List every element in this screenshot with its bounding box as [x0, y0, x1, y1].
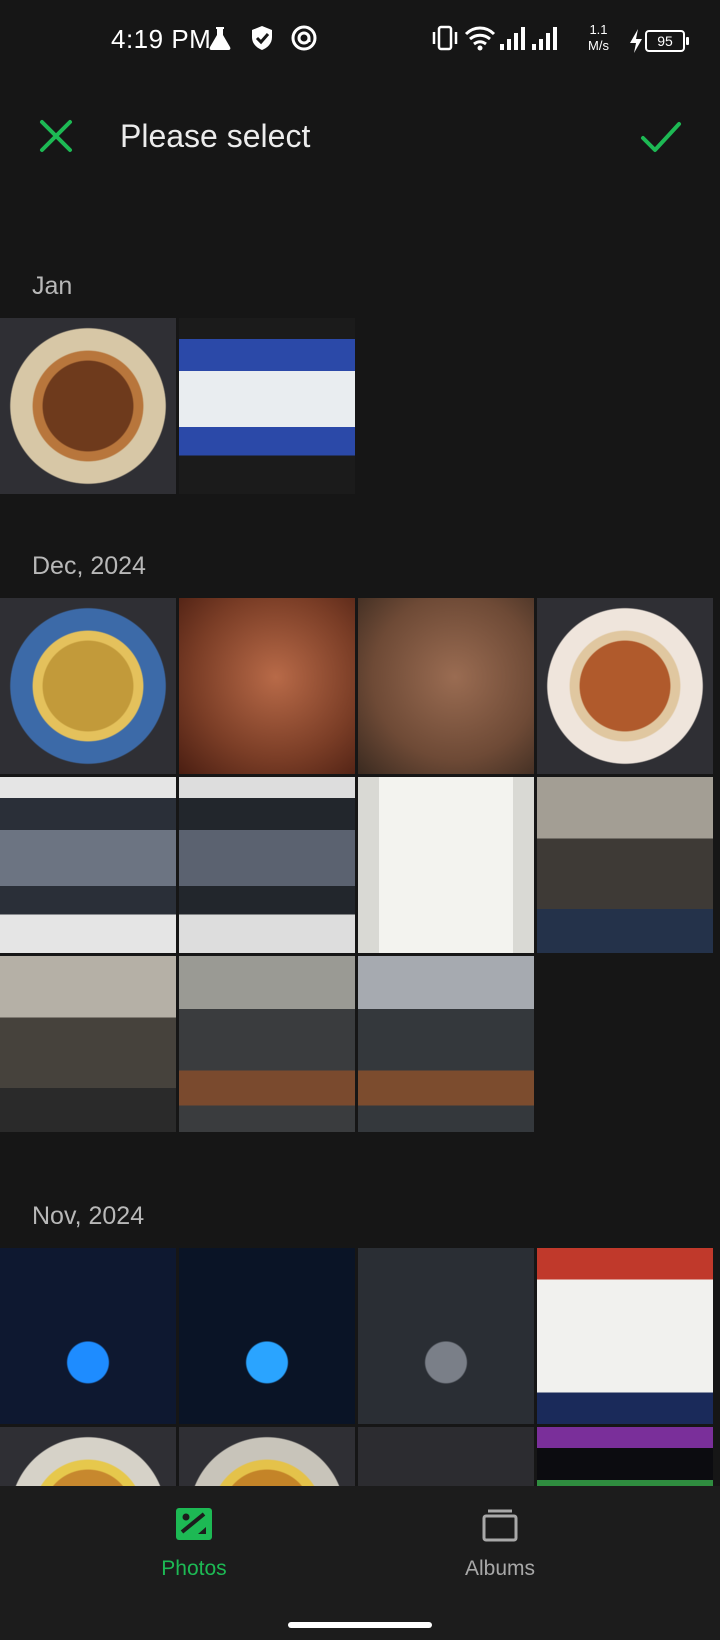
section-label: Dec, 2024: [32, 552, 146, 580]
close-icon: [40, 120, 72, 152]
section-label: Nov, 2024: [32, 1202, 145, 1230]
photo-thumbnail[interactable]: [0, 777, 176, 953]
speed-unit: M/s: [588, 38, 609, 53]
bottom-nav: Photos Albums: [0, 1486, 720, 1640]
nav-label-albums: Albums: [464, 1557, 536, 1580]
nav-label-photos: Photos: [161, 1557, 227, 1580]
photo-thumbnail[interactable]: [179, 1427, 355, 1486]
photo-thumbnail[interactable]: [537, 777, 713, 953]
photo-thumbnail[interactable]: [179, 598, 355, 774]
speed-value: 1.1: [589, 22, 608, 37]
vibrate-icon: [430, 24, 460, 57]
photo-thumbnail[interactable]: [0, 598, 176, 774]
photo-thumbnail[interactable]: [537, 1248, 713, 1424]
status-time: 4:19 PM: [111, 24, 212, 54]
signal-icon: [530, 24, 560, 57]
page-title: Please select: [120, 118, 311, 154]
photo-thumbnail[interactable]: [179, 777, 355, 953]
signal-icon: [498, 24, 528, 57]
wifi-icon: [464, 24, 496, 57]
photo-grid[interactable]: Jan Dec, 2024 Nov, 2024: [0, 260, 720, 1486]
battery-indicator: 95: [645, 30, 689, 52]
photo-thumbnail[interactable]: [0, 318, 176, 494]
close-button[interactable]: [36, 116, 76, 156]
photo-thumbnail[interactable]: [358, 956, 534, 1132]
at-sync-icon: [290, 24, 318, 57]
photo-thumbnail[interactable]: [0, 1427, 176, 1486]
photo-thumbnail[interactable]: [179, 956, 355, 1132]
photo-thumbnail[interactable]: [0, 956, 176, 1132]
flask-icon: [206, 24, 234, 57]
shield-check-icon: [248, 24, 276, 57]
photo-thumbnail[interactable]: [537, 1427, 713, 1486]
photo-thumbnail[interactable]: [358, 1427, 534, 1486]
photo-thumbnail[interactable]: [179, 1248, 355, 1424]
photo-thumbnail[interactable]: [179, 318, 355, 494]
photo-thumbnail[interactable]: [358, 1248, 534, 1424]
albums-icon: [482, 1509, 518, 1542]
photo-thumbnail[interactable]: [537, 598, 713, 774]
status-bar: 4:19 PM 1.1 M/s 95: [0, 0, 720, 82]
photo-thumbnail[interactable]: [358, 598, 534, 774]
home-indicator: [288, 1622, 432, 1628]
photo-thumbnail[interactable]: [0, 1248, 176, 1424]
section-label: Jan: [32, 272, 73, 300]
photo-icon: [176, 1508, 212, 1540]
app-bar: Please select: [0, 100, 720, 180]
nav-item-albums[interactable]: Albums: [400, 1506, 600, 1581]
charging-bolt-icon: [628, 28, 644, 59]
nav-item-photos[interactable]: Photos: [94, 1506, 294, 1581]
confirm-button[interactable]: [638, 114, 684, 160]
photo-thumbnail[interactable]: [358, 777, 534, 953]
check-icon: [641, 122, 681, 152]
network-speed: 1.1 M/s: [588, 22, 609, 54]
